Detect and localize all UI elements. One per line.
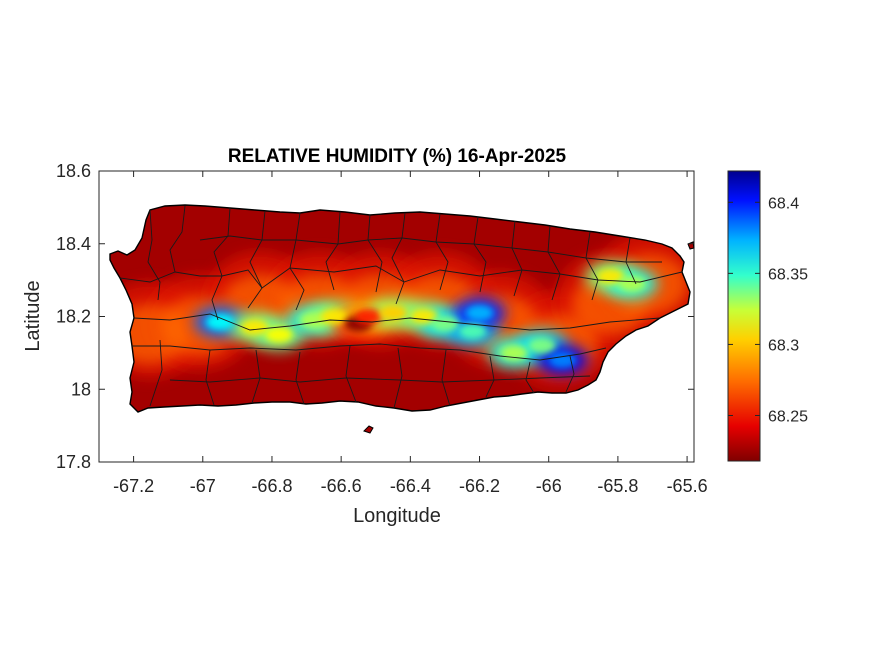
coastline: [109, 204, 691, 413]
municipal-boundary: [295, 351, 305, 405]
x-tick-label: -66.4: [390, 476, 431, 496]
humidity-core: [379, 304, 408, 321]
humidity-core: [320, 308, 349, 325]
y-tick-label: 18: [71, 379, 91, 399]
municipal-boundary: [169, 375, 591, 383]
humidity-core: [548, 352, 577, 369]
municipal-boundary: [511, 220, 523, 297]
humidity-core: [430, 315, 459, 332]
x-tick-label: -66.8: [251, 476, 292, 496]
y-axis-label: Latitude: [22, 280, 44, 351]
humidity-core: [617, 275, 646, 292]
municipal-boundary: [169, 205, 186, 273]
municipal-boundary: [367, 214, 383, 293]
x-tick-label: -65.8: [597, 476, 638, 496]
municipal-boundary: [441, 349, 451, 407]
x-tick-label: -66.6: [321, 476, 362, 496]
colorbar-tick-label: 68.35: [768, 266, 808, 283]
humidity-core: [264, 326, 293, 343]
x-axis: -67.2 -67 -66.8 -66.6 -66.4 -66.2 -66 -65.8 -65.…: [113, 171, 708, 496]
municipal-boundary: [393, 347, 403, 409]
municipal-boundary: [199, 235, 662, 263]
map-layer: [109, 204, 695, 434]
y-axis: 17.8 18 18.2 18.4 18.6: [56, 161, 694, 472]
municipal-boundary: [565, 355, 575, 393]
humidity-core: [354, 308, 383, 325]
colorbar: 68.25 68.3 68.35 68.4: [727, 170, 808, 462]
colorbar-tick-label: 68.3: [768, 337, 799, 354]
municipal-boundary: [585, 231, 599, 301]
municipal-boundary: [473, 216, 487, 293]
humidity-core: [206, 313, 235, 330]
colorbar-gradient: [727, 170, 761, 462]
humidity-core: [465, 304, 494, 321]
municipal-boundary: [547, 225, 561, 301]
y-tick-label: 18.2: [56, 307, 91, 327]
humidity-field: [110, 232, 690, 388]
municipal-boundary: [119, 265, 683, 289]
humidity-core: [240, 319, 269, 336]
colorbar-ticks: 68.25 68.3 68.35 68.4: [728, 195, 808, 426]
municipal-boundary: [205, 349, 215, 406]
x-tick-label: -66.2: [459, 476, 500, 496]
municipal-boundaries: [119, 205, 683, 409]
x-axis-label: Longitude: [353, 505, 441, 527]
colorbar-tick-label: 68.25: [768, 409, 808, 426]
municipal-boundary: [435, 213, 449, 291]
colorbar-tick-label: 68.4: [768, 195, 799, 212]
y-tick-label: 18.4: [56, 234, 91, 254]
municipal-boundary: [391, 212, 406, 305]
y-tick-label: 17.8: [56, 452, 91, 472]
x-tick-label: -66: [536, 476, 562, 496]
humidity-core: [458, 323, 487, 340]
municipal-boundary: [345, 345, 357, 403]
chart-title: RELATIVE HUMIDITY (%) 16-Apr-2025: [228, 146, 567, 167]
humidity-core: [527, 337, 556, 354]
municipal-boundary: [133, 313, 661, 331]
y-tick-label: 18.6: [56, 161, 91, 181]
municipal-boundary: [149, 339, 163, 407]
municipal-boundary: [525, 361, 535, 394]
x-tick-label: -65.6: [667, 476, 708, 496]
municipal-boundary: [325, 211, 341, 291]
municipal-boundary: [247, 210, 266, 309]
municipal-boundary: [147, 209, 161, 301]
x-tick-label: -67.2: [113, 476, 154, 496]
island-vieques-fragment: [363, 425, 374, 434]
municipal-boundary: [211, 207, 231, 321]
x-tick-label: -67: [190, 476, 216, 496]
